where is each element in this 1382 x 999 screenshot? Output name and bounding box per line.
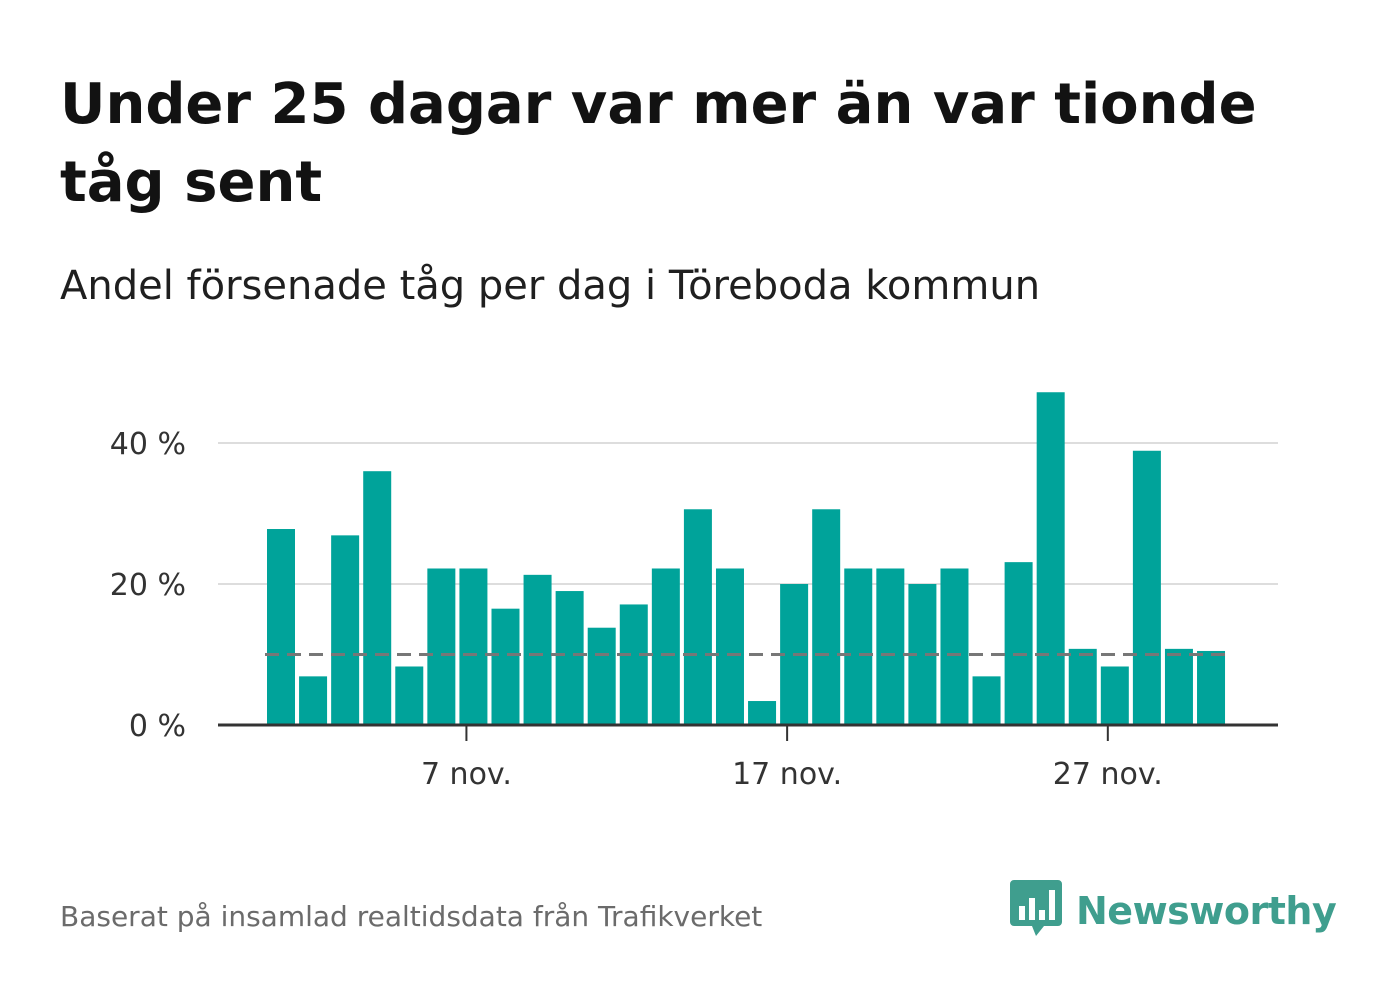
bar [363,471,392,725]
bar [844,568,873,725]
bar [1004,562,1033,725]
source-note: Baserat på insamlad realtidsdata från Tr… [60,900,763,933]
bar [395,666,424,725]
grid-layer [218,442,1278,585]
y-tick-label: 40 % [110,427,186,462]
chart-title: Under 25 dagar var mer än var tionde tåg… [60,72,1257,215]
bar [331,535,360,725]
bar [619,604,648,725]
y-tick-label: 20 % [110,568,186,603]
bar [459,568,488,725]
bar [299,676,328,725]
bar [940,568,969,725]
bar [748,701,777,725]
x-tick-label: 17 nov. [732,757,842,792]
bar [267,529,295,725]
brand-logo[interactable]: Newsworthy [1010,878,1337,944]
bar-chart: 0 % 20 % 40 % 7 nov. 17 nov. 27 nov. [110,392,1278,792]
axis-layer: 0 % 20 % 40 % 7 nov. 17 nov. 27 nov. [110,427,1278,792]
bar [651,568,680,725]
x-tick-label: 27 nov. [1053,757,1163,792]
bar [1036,392,1065,725]
chart-subtitle: Andel försenade tåg per dag i Töreboda k… [60,263,1041,309]
bar [523,574,552,725]
bar [1100,666,1129,725]
bar [1197,650,1226,725]
bar [1132,450,1161,725]
bar [555,591,584,725]
bar [1068,648,1097,725]
bar [491,608,520,725]
bar [427,568,456,725]
newsworthy-logo-icon [1010,878,1062,944]
bar [683,509,712,725]
brand-name: Newsworthy [1076,889,1337,933]
y-tick-label: 0 % [129,709,186,744]
x-tick-label: 7 nov. [421,757,512,792]
bar [812,509,841,725]
bar [715,568,744,725]
bar [876,568,905,725]
bar [587,627,616,725]
bar [972,676,1001,725]
bar [1164,648,1193,725]
